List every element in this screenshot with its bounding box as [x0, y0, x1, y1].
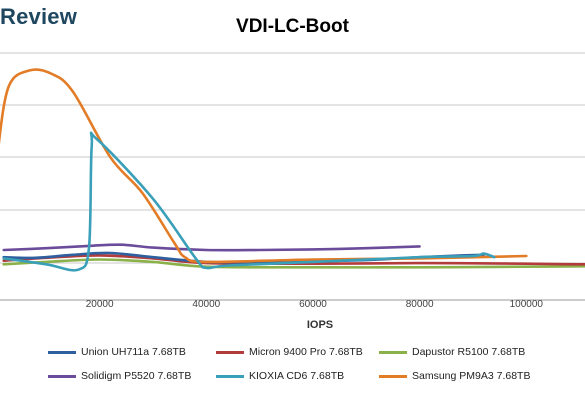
- x-tick-label: 40000: [192, 299, 220, 310]
- legend-label: Solidigm P5520 7.68TB: [81, 370, 192, 382]
- series-lines: [0, 68, 585, 272]
- legend-swatch: [379, 374, 407, 378]
- legend-item: Samsung PM9A3 7.68TB: [379, 370, 530, 382]
- legend-label: Micron 9400 Pro 7.68TB: [249, 346, 363, 358]
- series-line-kioxia-cd6-7-68tb: [2, 131, 496, 272]
- x-tick-label: 80000: [406, 299, 434, 310]
- legend-swatch: [379, 350, 407, 354]
- chart-plot: 2000040000600008000010000012000: [0, 52, 585, 310]
- legend-label: Union UH711a 7.68TB: [81, 346, 186, 358]
- legend-label: Dapustor R5100 7.68TB: [412, 346, 526, 358]
- chart-title: VDI-LC-Boot: [236, 16, 349, 37]
- legend-swatch: [48, 374, 76, 378]
- legend-swatch: [48, 350, 76, 354]
- x-tick-label: 20000: [86, 299, 114, 310]
- legend-label: Samsung PM9A3 7.68TB: [412, 370, 531, 382]
- legend-item: Solidigm P5520 7.68TB: [48, 370, 191, 382]
- series-line-samsung-pm9a3-7-68tb: [0, 68, 528, 264]
- legend-item: Union UH711a 7.68TB: [48, 346, 186, 358]
- x-tick-label: 100000: [510, 299, 544, 310]
- logo-text: Review: [0, 4, 78, 29]
- legend-item: Micron 9400 Pro 7.68TB: [216, 346, 363, 358]
- legend-item: KIOXIA CD6 7.68TB: [216, 370, 344, 382]
- legend-label: KIOXIA CD6 7.68TB: [249, 370, 345, 382]
- series-line-solidigm-p5520-7-68tb: [2, 243, 421, 252]
- legend-swatch: [216, 350, 244, 354]
- x-tick-labels: 2000040000600008000010000012000: [86, 299, 544, 310]
- legend-item: Dapustor R5100 7.68TB: [379, 346, 525, 358]
- x-tick-label: 60000: [299, 299, 327, 310]
- legend-swatch: [216, 374, 244, 378]
- x-axis-label: IOPS: [306, 319, 334, 331]
- series-line-dapustor-r5100-7-68tb: [2, 258, 585, 269]
